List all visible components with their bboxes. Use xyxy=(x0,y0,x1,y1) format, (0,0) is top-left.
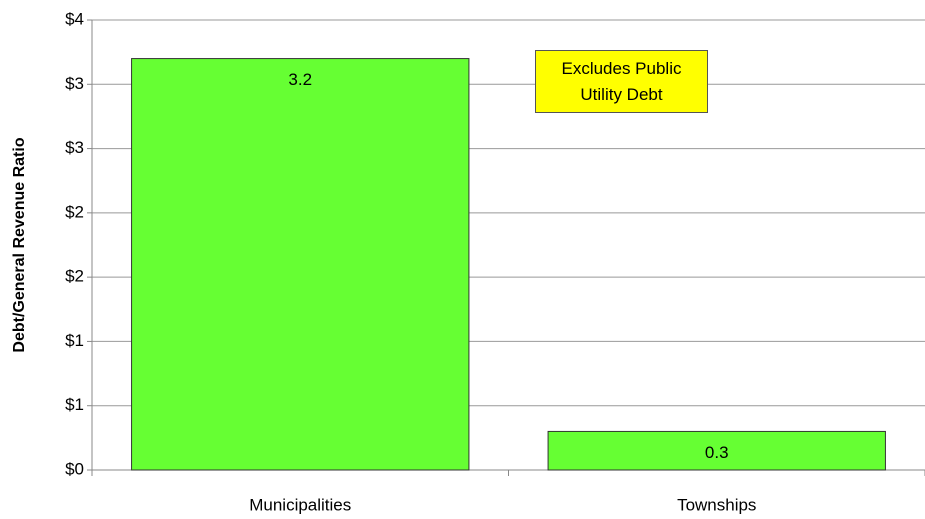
y-tick-label: $2 xyxy=(65,267,84,286)
bar xyxy=(547,430,886,471)
x-tick-label: Municipalities xyxy=(249,495,351,514)
data-label: 3.2 xyxy=(288,70,312,89)
x-tick-label: Townships xyxy=(677,495,756,514)
y-tick-label: $0 xyxy=(65,459,84,478)
bar xyxy=(131,58,470,471)
y-tick-label: $3 xyxy=(65,138,84,157)
y-tick-label: $1 xyxy=(65,331,84,350)
y-tick-label: $2 xyxy=(65,202,84,221)
y-tick-label: $3 xyxy=(65,74,84,93)
y-tick-label: $1 xyxy=(65,395,84,414)
annotation: Excludes Public Utility Debt xyxy=(535,50,708,113)
y-tick-label: $4 xyxy=(65,9,84,28)
data-label: 0.3 xyxy=(705,443,729,462)
y-axis-label: Debt/General Revenue Ratio xyxy=(11,137,28,352)
